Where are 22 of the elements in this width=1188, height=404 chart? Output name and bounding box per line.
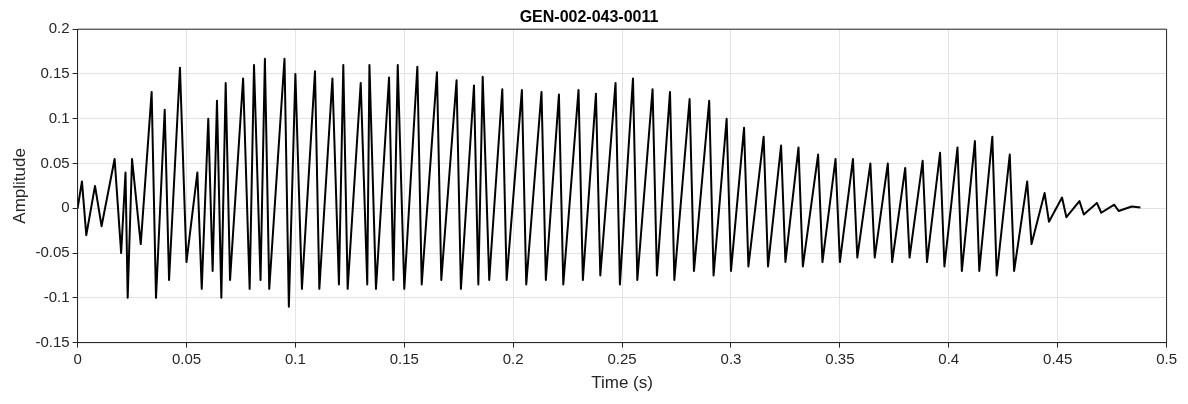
x-tick-label: 0.25 — [607, 349, 637, 367]
x-tick-label: 0 — [73, 349, 82, 367]
y-tick-label: -0.15 — [35, 332, 70, 350]
x-tick-label: 0.35 — [825, 349, 855, 367]
y-tick-label: 0.2 — [48, 19, 70, 37]
x-axis-title: Time (s) — [591, 373, 653, 393]
chart-title: GEN-002-043-0011 — [519, 8, 659, 26]
x-tick-label: 0.4 — [938, 349, 960, 367]
y-axis-title: Amplitude — [9, 148, 29, 224]
x-tick-label: 0.1 — [284, 349, 306, 367]
y-tick-label: 0.05 — [40, 153, 70, 171]
x-tick-label: 0.45 — [1043, 349, 1073, 367]
x-tick-label: 0.15 — [389, 349, 419, 367]
x-tick-label: 0.3 — [720, 349, 742, 367]
y-tick-label: -0.1 — [43, 287, 70, 305]
x-tick-label: 0.5 — [1156, 349, 1177, 367]
y-tick-label: 0.1 — [48, 108, 70, 126]
y-tick-label: 0.15 — [40, 64, 70, 82]
x-tick-label: 0.05 — [171, 349, 202, 367]
x-tick-label: 0.2 — [502, 349, 524, 367]
y-tick-label: 0 — [61, 198, 70, 216]
y-tick-label: -0.05 — [35, 243, 70, 261]
